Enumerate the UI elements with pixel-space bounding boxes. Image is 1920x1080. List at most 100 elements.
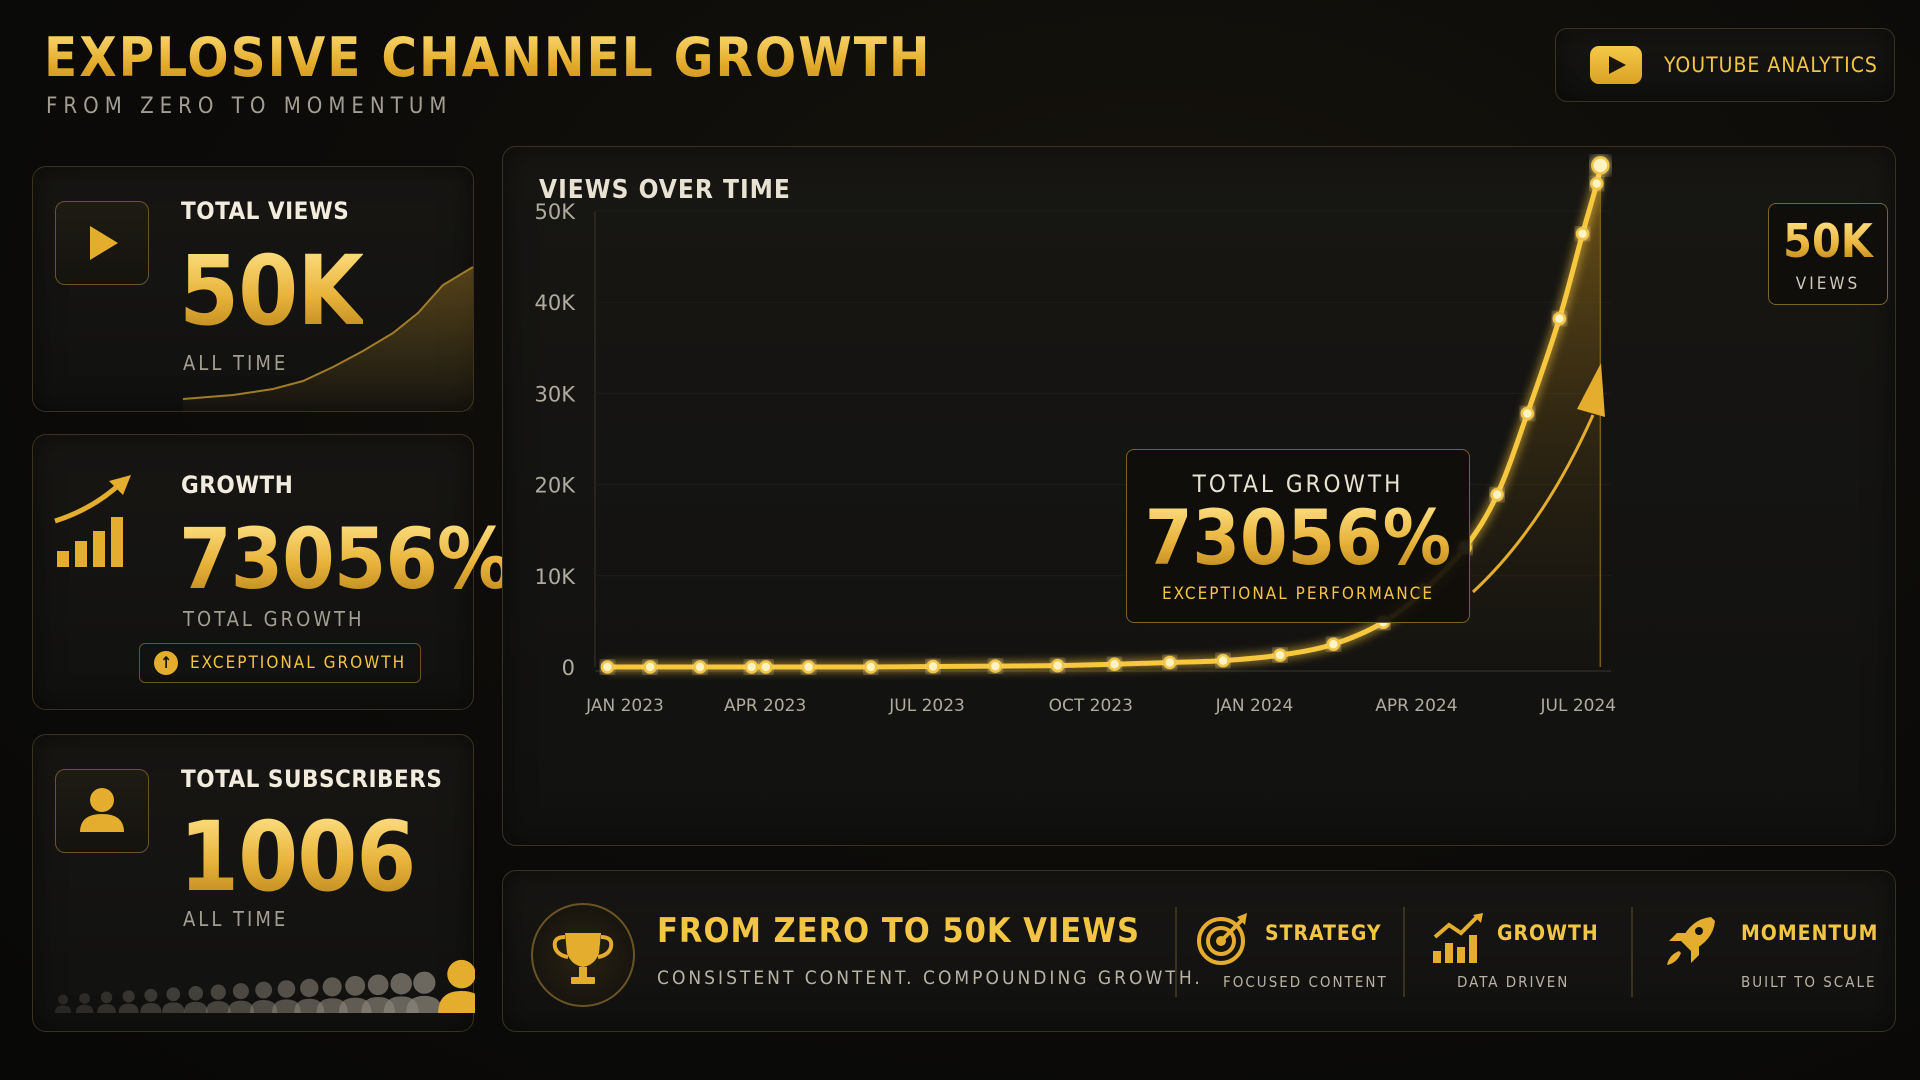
data-point <box>1107 657 1122 672</box>
growth-value: 73056% <box>179 510 513 608</box>
data-point <box>988 659 1003 673</box>
x-tick-label: APR 2023 <box>724 696 806 716</box>
banner-title: FROM ZERO TO 50K VIEWS <box>657 911 1140 951</box>
pillar-momentum-sub: BUILT TO SCALE <box>1741 973 1877 991</box>
data-point <box>1326 637 1341 651</box>
x-tick-label: JAN 2023 <box>585 696 664 716</box>
subscriber-person-icon <box>140 988 162 1013</box>
x-tick-label: APR 2024 <box>1375 696 1457 716</box>
total-subscribers-label: TOTAL SUBSCRIBERS <box>181 765 443 793</box>
growth-card: GROWTH 73056% TOTAL GROWTH ↑ EXCEPTIONAL… <box>32 434 513 710</box>
y-tick-label: 50K <box>535 200 577 224</box>
data-point <box>864 660 878 674</box>
y-tick-label: 40K <box>535 291 577 315</box>
x-tick-label: OCT 2023 <box>1049 696 1133 716</box>
subscriber-person-icon <box>338 975 372 1013</box>
y-tick-label: 0 <box>562 656 575 680</box>
data-point <box>1050 658 1065 673</box>
data-point <box>926 659 940 674</box>
y-tick-label: 20K <box>535 474 577 498</box>
youtube-analytics-badge[interactable]: YOUTUBE ANALYTICS <box>1555 28 1895 102</box>
x-tick-label: JAN 2024 <box>1215 696 1294 716</box>
growth-chart-icon <box>54 475 131 567</box>
data-point <box>801 660 816 674</box>
pillar-strategy: STRATEGY FOCUSED CONTENT <box>1195 911 1395 1001</box>
total-subscribers-value: 1006 <box>179 801 416 913</box>
growth-chart-icon <box>1433 913 1483 963</box>
total-growth-callout: TOTAL GROWTH 73056% EXCEPTIONAL PERFORMA… <box>1126 449 1470 623</box>
total-growth-callout-label: TOTAL GROWTH <box>1192 470 1404 498</box>
pillar-momentum-title: MOMENTUM <box>1741 921 1879 945</box>
data-point <box>1590 176 1604 191</box>
data-point <box>1591 156 1610 175</box>
divider <box>1175 907 1177 997</box>
exceptional-growth-badge: ↑ EXCEPTIONAL GROWTH <box>139 643 421 683</box>
total-views-value: 50K <box>179 235 364 347</box>
data-point <box>643 660 657 674</box>
total-subscribers-card: TOTAL SUBSCRIBERS 1006 ALL TIME <box>32 734 475 1032</box>
data-point <box>693 660 707 674</box>
subscriber-person-icon <box>162 987 185 1013</box>
pillar-growth-sub: DATA DRIVEN <box>1457 973 1570 991</box>
subscriber-person-icon <box>54 994 72 1013</box>
peak-views-value: 50K <box>1769 218 1887 264</box>
total-growth-callout-sub: EXCEPTIONAL PERFORMANCE <box>1161 584 1435 604</box>
subscriber-person-icon <box>272 980 301 1013</box>
growth-arrow-head-icon <box>1577 363 1605 417</box>
views-sparkline <box>182 266 474 411</box>
pillar-growth: GROWTH DATA DRIVEN <box>1431 911 1631 1001</box>
play-icon <box>55 201 149 285</box>
data-point <box>759 660 773 674</box>
total-views-card: TOTAL VIEWS 50K ALL TIME <box>32 166 474 412</box>
page-title: EXPLOSIVE CHANNEL GROWTH <box>44 26 932 89</box>
views-area <box>607 165 1601 668</box>
data-point <box>1552 311 1567 326</box>
user-icon <box>55 769 149 853</box>
exceptional-growth-label: EXCEPTIONAL GROWTH <box>190 653 407 673</box>
subscriber-person-icon <box>75 993 94 1013</box>
x-tick-label: JUL 2023 <box>888 696 965 716</box>
data-point <box>1162 655 1177 670</box>
growth-arrow-icon <box>1471 414 1595 594</box>
subscriber-person-icon <box>183 985 208 1013</box>
target-icon <box>1197 913 1247 965</box>
data-point <box>1575 227 1590 241</box>
chart-title: VIEWS OVER TIME <box>539 175 791 205</box>
total-subscribers-sub: ALL TIME <box>183 907 289 931</box>
growth-sub: TOTAL GROWTH <box>183 607 365 631</box>
data-point <box>1273 648 1287 662</box>
total-views-sub: ALL TIME <box>183 351 289 375</box>
page-subtitle: FROM ZERO TO MOMENTUM <box>46 94 453 119</box>
views-chart-panel: VIEWS OVER TIME 0 10K 20K 30K 40K 50K JAN 2023… <box>502 146 1896 846</box>
pillar-momentum: MOMENTUM BUILT TO SCALE <box>1661 911 1877 1001</box>
total-views-label: TOTAL VIEWS <box>181 197 350 225</box>
data-point <box>1520 406 1535 421</box>
subscriber-person-icon <box>205 984 231 1013</box>
subscriber-people-row <box>54 959 475 1013</box>
divider <box>1403 907 1405 997</box>
youtube-analytics-label: YOUTUBE ANALYTICS <box>1664 53 1878 77</box>
youtube-play-icon <box>1590 46 1642 84</box>
growth-label: GROWTH <box>181 471 294 499</box>
trophy-icon <box>531 903 635 1007</box>
milestone-banner: FROM ZERO TO 50K VIEWS CONSISTENT CONTEN… <box>502 870 1896 1032</box>
pillar-strategy-sub: FOCUSED CONTENT <box>1223 973 1388 991</box>
pillar-growth-title: GROWTH <box>1497 921 1599 945</box>
peak-views-label: VIEWS <box>1795 274 1861 294</box>
peak-views-callout: 50K VIEWS <box>1768 203 1888 305</box>
subscriber-person-icon <box>249 981 278 1013</box>
subscriber-person-icon <box>406 971 443 1013</box>
data-point <box>1216 653 1230 668</box>
data-point <box>600 660 615 674</box>
divider <box>1631 907 1633 997</box>
data-point <box>744 660 759 674</box>
total-growth-callout-value: 73056% <box>1127 500 1469 576</box>
subscriber-person-icon <box>97 991 116 1013</box>
subscriber-person-icon <box>118 990 139 1013</box>
data-point <box>1490 487 1504 502</box>
x-tick-label: JUL 2024 <box>1539 696 1616 716</box>
y-tick-label: 30K <box>535 382 577 406</box>
rocket-icon <box>1667 917 1715 965</box>
subscriber-person-icon <box>227 983 255 1013</box>
y-tick-label: 10K <box>535 565 577 589</box>
